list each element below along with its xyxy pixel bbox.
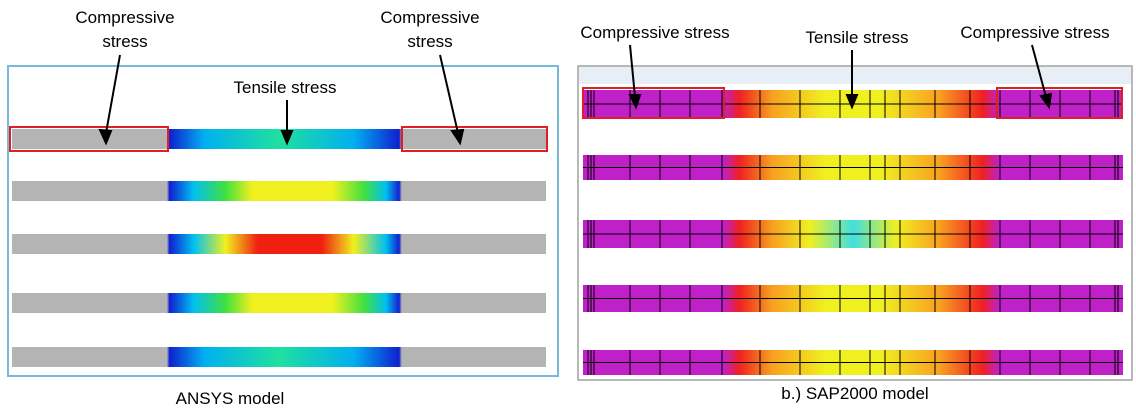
caption: b.) SAP2000 model [735,382,975,406]
figure: Compressive stress Tensile stress Compre… [0,0,1136,410]
label: Compressive stress [370,6,490,54]
label: Compressive stress [935,21,1135,45]
ansys-beam [12,234,546,254]
label: Compressive stress [555,21,755,45]
figure-graphics [0,0,1136,410]
ansys-beam [12,181,546,201]
ansys-beam [12,347,546,367]
label: Tensile stress [767,26,947,50]
ansys-frame [8,66,558,376]
label: Compressive stress [65,6,185,54]
caption: ANSYS model [140,387,320,411]
ansys-beam [12,293,546,313]
sap-title-bar [579,67,1131,84]
label: Tensile stress [195,76,375,100]
ansys-beam [12,129,546,149]
